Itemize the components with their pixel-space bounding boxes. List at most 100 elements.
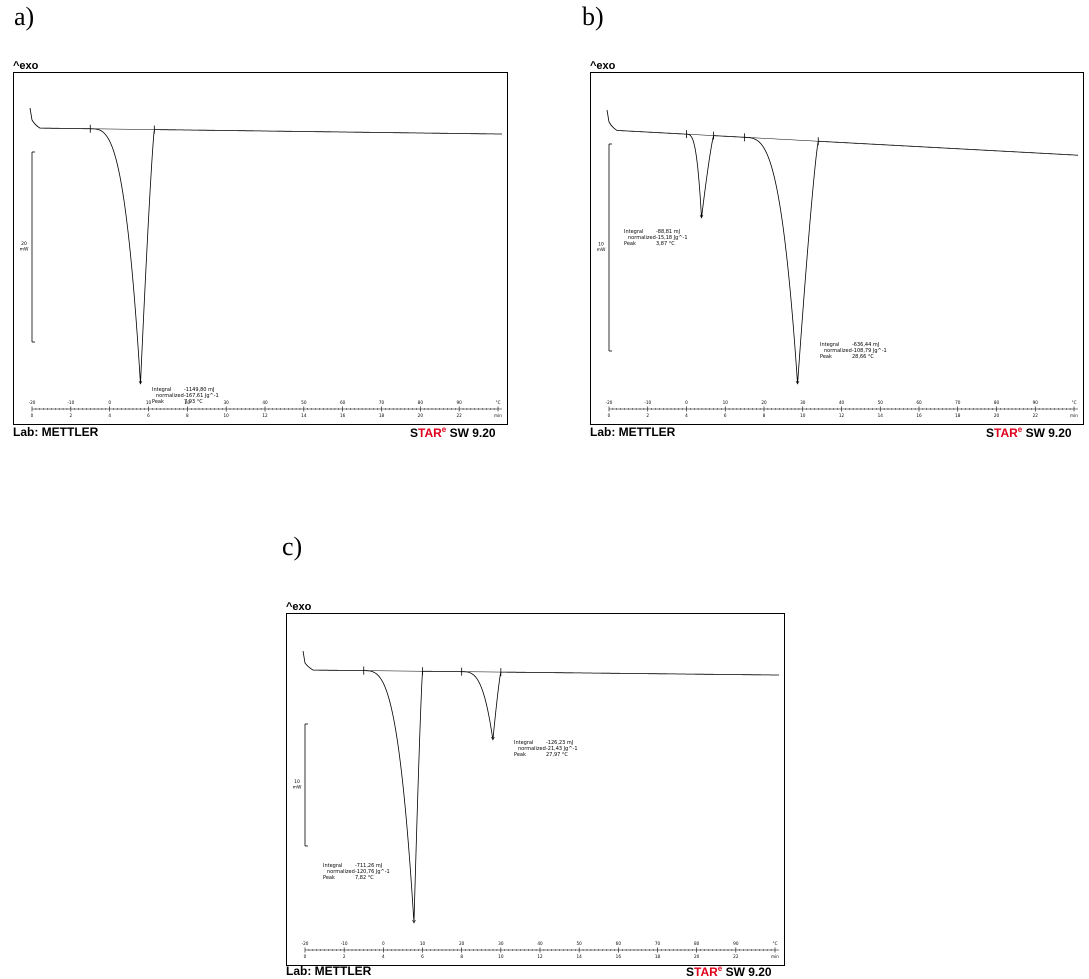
panel-a-footer-lab: Lab: METTLER bbox=[13, 425, 98, 439]
panel-c-temp-tick-label: 60 bbox=[616, 941, 622, 946]
panel-c-time-tick-label: 16 bbox=[616, 954, 622, 959]
panel-b-time-tick-label: min bbox=[1070, 413, 1078, 418]
panel-b-annotation-label: Peak bbox=[820, 354, 832, 360]
panel-a-time-tick-label: 4 bbox=[108, 413, 111, 418]
panel-a-time-tick-label: 6 bbox=[147, 413, 150, 418]
panel-c-temp-tick-label: -10 bbox=[341, 941, 348, 946]
panel-b-time-tick-label: 22 bbox=[1033, 413, 1039, 418]
panel-b-time-tick-label: 14 bbox=[878, 413, 884, 418]
panel-a-time-tick-label: 8 bbox=[186, 413, 189, 418]
panel-b-temp-tick-label: -20 bbox=[606, 400, 613, 405]
panel-c-time-tick-label: 12 bbox=[537, 954, 543, 959]
panel-a-time-tick-label: 0 bbox=[31, 413, 34, 418]
panel-b-footer-lab: Lab: METTLER bbox=[590, 425, 675, 439]
panel-b-temp-tick-label: -10 bbox=[644, 400, 651, 405]
panel-c-time-tick-label: 2 bbox=[343, 954, 346, 959]
panel-c-annotation-value: 27,97 °C bbox=[546, 752, 568, 758]
panel-b-label: b) bbox=[582, 2, 604, 32]
panel-b-temp-tick-label: 30 bbox=[800, 400, 806, 405]
panel-a-temp-tick-label: 10 bbox=[146, 400, 152, 405]
panel-a-temp-tick-label: -10 bbox=[67, 400, 74, 405]
panel-b-temp-tick-label: 60 bbox=[916, 400, 922, 405]
panel-b-annotation-value: 28,66 °C bbox=[852, 354, 874, 360]
panel-a-temp-tick-label: 80 bbox=[418, 400, 424, 405]
panel-b-time-tick-label: 12 bbox=[839, 413, 845, 418]
panel-b-temp-tick-label: 40 bbox=[839, 400, 845, 405]
panel-a-scale-unit: mW bbox=[20, 247, 29, 253]
panel-a-temp-tick-label: 50 bbox=[301, 400, 307, 405]
panel-c-annotation-label: Peak bbox=[323, 875, 335, 881]
panel-b-scale-value: 10 bbox=[598, 242, 604, 248]
panel-c-scale-value: 10 bbox=[294, 779, 300, 785]
panel-c-footer-lab: Lab: METTLER bbox=[286, 964, 371, 978]
panel-c-time-tick-label: 6 bbox=[421, 954, 424, 959]
panel-b-time-tick-label: 8 bbox=[763, 413, 766, 418]
panel-b-temp-tick-label: 10 bbox=[723, 400, 729, 405]
panel-a-integration-baseline bbox=[90, 129, 154, 130]
panel-b-temp-tick-label: 80 bbox=[994, 400, 1000, 405]
panel-c-temp-tick-label: 10 bbox=[420, 941, 426, 946]
panel-b-time-tick-label: 18 bbox=[955, 413, 961, 418]
panel-c-temp-tick-label: 80 bbox=[694, 941, 700, 946]
panel-a-time-tick-label: 20 bbox=[418, 413, 424, 418]
panel-a-time-tick-label: 2 bbox=[69, 413, 72, 418]
panel-c-temp-tick-label: 0 bbox=[382, 941, 385, 946]
panel-c-temp-tick-label: 50 bbox=[576, 941, 582, 946]
panel-a-temp-tick-label: °C bbox=[495, 400, 500, 405]
panel-c-footer-software: STARe SW 9.20 bbox=[686, 964, 772, 979]
panel-a-annotation-label: Peak bbox=[152, 399, 164, 405]
panel-a-temp-tick-label: 70 bbox=[379, 400, 385, 405]
panel-c-temp-tick-label: 70 bbox=[655, 941, 661, 946]
panel-b-annotation-label: Peak bbox=[624, 241, 636, 247]
panel-b-time-tick-label: 4 bbox=[685, 413, 688, 418]
panel-a-scale-value: 20 bbox=[21, 241, 27, 247]
panel-c-annotation-value: 7,82 °C bbox=[355, 875, 374, 881]
panel-b-annotation-value: 3,87 °C bbox=[656, 241, 675, 247]
panel-c-temp-tick-label: -20 bbox=[302, 941, 309, 946]
panel-c-temp-tick-label: °C bbox=[772, 941, 777, 946]
panel-a-time-tick-label: 16 bbox=[340, 413, 346, 418]
panel-b-time-tick-label: 20 bbox=[994, 413, 1000, 418]
panel-c-dsc-curve bbox=[303, 651, 779, 922]
panel-b-temp-tick-label: °C bbox=[1071, 400, 1076, 405]
panel-c-time-tick-label: min bbox=[771, 954, 779, 959]
panel-c-time-tick-label: 22 bbox=[733, 954, 739, 959]
panel-c-time-tick-label: 4 bbox=[382, 954, 385, 959]
panel-c-time-tick-label: 20 bbox=[694, 954, 700, 959]
panel-c-time-tick-label: 8 bbox=[460, 954, 463, 959]
panel-b-footer-software: STARe SW 9.20 bbox=[986, 425, 1072, 440]
panel-c-time-tick-label: 10 bbox=[498, 954, 504, 959]
panel-a-temp-tick-label: 20 bbox=[185, 400, 191, 405]
panel-b-temp-tick-label: 20 bbox=[761, 400, 767, 405]
panel-c-integration-baseline bbox=[364, 671, 423, 672]
panel-b-time-tick-label: 16 bbox=[916, 413, 922, 418]
panel-a-temp-tick-label: -20 bbox=[29, 400, 36, 405]
panel-b-dsc-curve bbox=[607, 110, 1078, 383]
panel-b-exo-label: ^exo bbox=[590, 60, 615, 72]
panel-a-time-tick-label: 18 bbox=[379, 413, 385, 418]
panel-b-temp-tick-label: 0 bbox=[685, 400, 688, 405]
panel-b-time-tick-label: 10 bbox=[800, 413, 806, 418]
panel-a-temp-tick-label: 40 bbox=[262, 400, 268, 405]
panel-b-temp-tick-label: 70 bbox=[955, 400, 961, 405]
panel-a-time-tick-label: 22 bbox=[456, 413, 462, 418]
panel-c-time-tick-label: 18 bbox=[655, 954, 661, 959]
panel-a-label: a) bbox=[14, 2, 34, 32]
panel-a-time-tick-label: 12 bbox=[262, 413, 268, 418]
panel-c-scale-unit: mW bbox=[293, 785, 302, 791]
panel-b-temp-tick-label: 90 bbox=[1033, 400, 1039, 405]
panel-b-time-tick-label: 6 bbox=[724, 413, 727, 418]
panel-c-exo-label: ^exo bbox=[286, 601, 311, 613]
panel-a-temp-tick-label: 0 bbox=[108, 400, 111, 405]
panel-b-temp-tick-label: 50 bbox=[878, 400, 884, 405]
panel-c-time-tick-label: 0 bbox=[304, 954, 307, 959]
panel-a-time-tick-label: 14 bbox=[301, 413, 307, 418]
panel-c-label: c) bbox=[282, 532, 302, 562]
panel-a-dsc-curve bbox=[30, 108, 502, 383]
panel-c-time-tick-label: 14 bbox=[576, 954, 582, 959]
